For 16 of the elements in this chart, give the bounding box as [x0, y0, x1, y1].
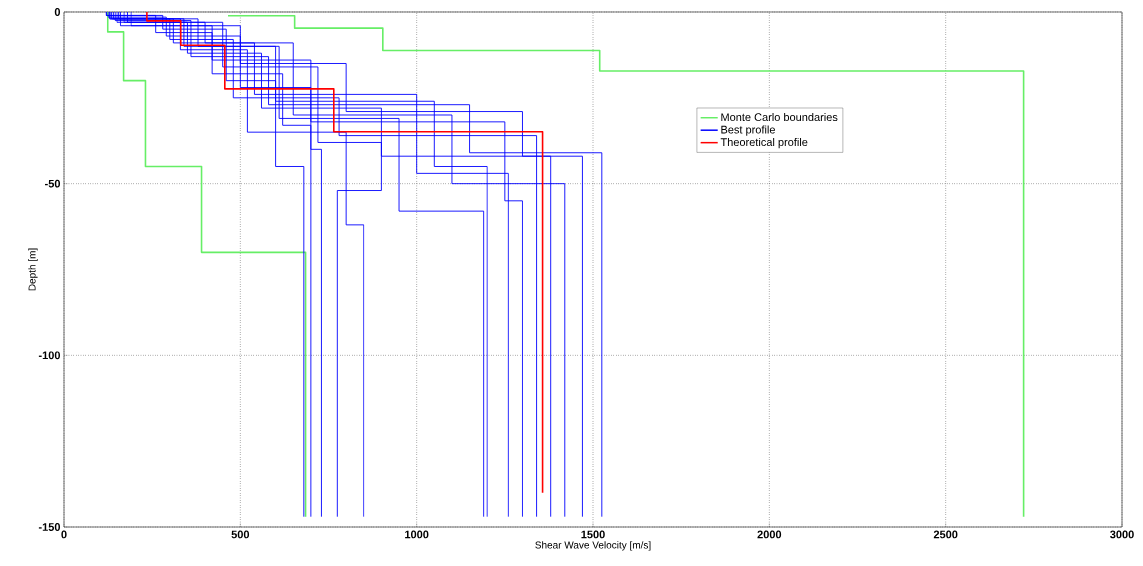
x-tick-label: 2500	[933, 530, 958, 539]
x-tick-label: 500	[231, 530, 250, 539]
y-axis-title: Depth [m]	[28, 248, 38, 291]
x-tick-label: 3000	[1110, 530, 1134, 539]
x-tick-label: 1000	[405, 530, 429, 539]
x-tick-label: 1500	[581, 530, 605, 539]
x-tick-label: 2000	[757, 530, 782, 539]
x-tick-label: 0	[61, 530, 67, 539]
legend-label: Theoretical profile	[720, 137, 808, 149]
legend-label: Best profile	[721, 125, 775, 136]
y-tick-label: -100	[38, 351, 61, 360]
y-tick-label: -50	[45, 179, 61, 188]
y-tick-label: 0	[54, 8, 61, 16]
y-tick-label: -150	[38, 523, 61, 531]
legend-label: Monte Carlo boundaries	[721, 112, 838, 122]
x-axis-title: Shear Wave Velocity [m/s]	[535, 541, 651, 551]
